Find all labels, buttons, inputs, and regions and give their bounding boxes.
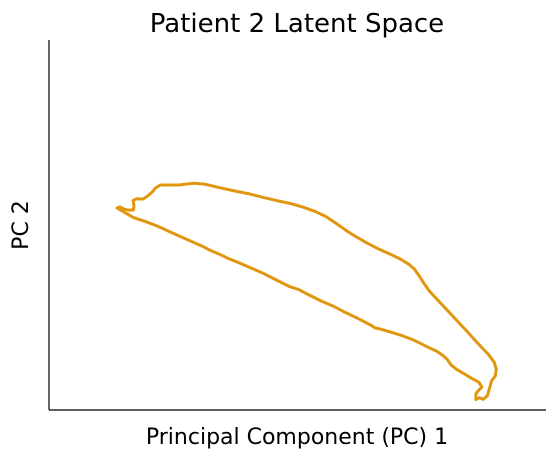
chart-title: Patient 2 Latent Space (150, 9, 444, 39)
x-axis-label: Principal Component (PC) 1 (146, 425, 448, 450)
series-layer (115, 181, 498, 402)
y-axis-label: PC 2 (9, 200, 34, 250)
series-line-1 (115, 181, 498, 402)
